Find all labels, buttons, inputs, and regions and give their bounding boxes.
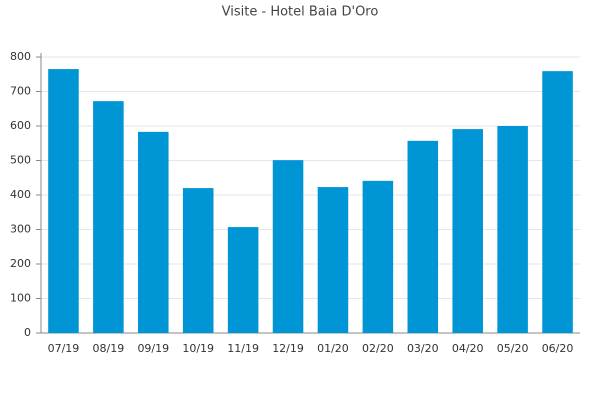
bar [272,160,304,333]
y-tick-label: 700 [10,85,31,98]
y-tick-label: 800 [10,50,31,63]
x-tick-label: 07/19 [48,342,80,355]
y-tick-label: 500 [10,154,31,167]
bar [93,101,124,333]
x-tick-label: 08/19 [93,342,125,355]
x-tick-label: 12/19 [272,342,304,355]
x-tick-label: 01/20 [317,342,349,355]
x-tick-label: 06/20 [542,342,574,355]
x-tick-label: 04/20 [452,342,484,355]
bar [48,69,79,333]
x-tick-label: 09/19 [137,342,169,355]
bar [138,131,169,333]
x-tick-label: 02/20 [362,342,394,355]
x-tick-label: 05/20 [497,342,529,355]
bar [317,187,349,333]
y-tick-label: 200 [10,257,31,270]
y-tick-label: 0 [24,326,31,339]
x-tick-label: 03/20 [407,342,439,355]
bar [182,188,214,333]
x-tick-label: 10/19 [182,342,214,355]
bar [407,140,439,333]
bar [362,180,394,333]
y-tick-label: 400 [10,188,31,201]
y-tick-label: 100 [10,292,31,305]
bar [497,126,528,333]
chart-title: Visite - Hotel Baia D'Oro [222,5,379,20]
y-tick-label: 300 [10,223,31,236]
bar [452,129,483,333]
x-tick-label: 11/19 [227,342,259,355]
bar [227,227,259,333]
bar [542,71,573,334]
y-tick-label: 600 [10,119,31,132]
